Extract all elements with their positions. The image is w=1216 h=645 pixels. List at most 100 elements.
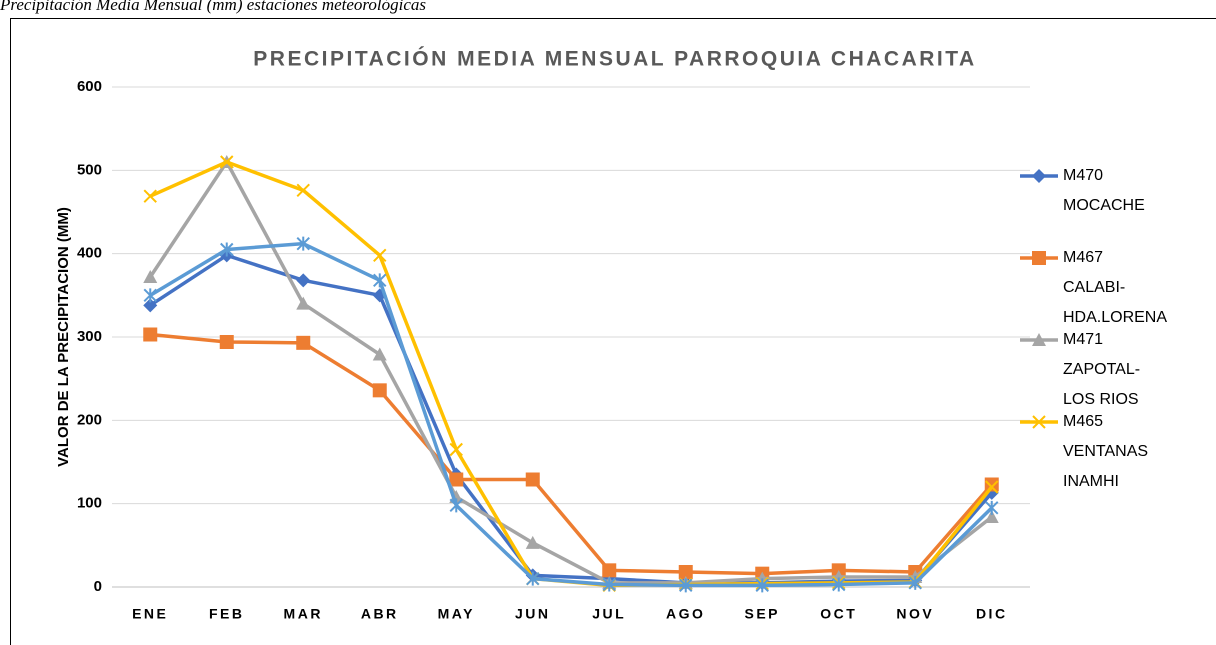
marker [984, 477, 999, 492]
x-tick-label: JUL [592, 606, 626, 622]
marker-shape [296, 273, 311, 288]
marker-shape [143, 189, 157, 203]
marker [1032, 333, 1046, 346]
legend-label: M471 ZAPOTAL-LOS RIOS [1063, 331, 1140, 408]
marker [1032, 251, 1046, 265]
marker [220, 242, 234, 257]
marker-shape [1032, 251, 1046, 265]
marker-shape [143, 270, 158, 283]
marker-shape [1032, 333, 1046, 346]
marker [984, 510, 999, 523]
marker [372, 347, 387, 361]
marker [220, 155, 234, 169]
x-tick-label: DIC [976, 606, 1008, 622]
x-tick-label: NOV [896, 606, 934, 622]
chart-title: PRECIPITACIÓN MEDIA MENSUAL PARROQUIA CH… [253, 47, 976, 71]
marker [678, 565, 693, 579]
marker-shape [143, 288, 157, 303]
marker [296, 335, 311, 350]
y-tick-label: 600 [77, 78, 102, 95]
marker [1032, 169, 1046, 183]
legend-label: M465 VENTANAS INAMHI [1063, 413, 1148, 490]
marker [373, 248, 387, 263]
marker [143, 298, 158, 313]
marker-shape [449, 472, 464, 487]
marker [296, 183, 310, 198]
marker [602, 563, 617, 578]
series-line [148, 160, 993, 585]
marker-shape [372, 383, 387, 398]
marker-shape [220, 155, 234, 169]
marker [832, 577, 846, 592]
marker-shape [296, 236, 310, 251]
marker-shape [602, 563, 617, 578]
caption: Precipitación Media Mensual (mm) estacio… [0, 0, 426, 14]
marker [296, 273, 311, 288]
marker [525, 535, 540, 549]
marker-shape [1032, 415, 1046, 429]
series-line [149, 253, 994, 585]
marker-shape [832, 577, 846, 592]
marker-shape [985, 480, 999, 494]
marker-shape [296, 183, 310, 198]
marker-shape [373, 273, 387, 288]
marker [143, 270, 158, 283]
x-tick-label: MAR [284, 606, 323, 622]
x-tick-label: OCT [820, 606, 857, 622]
legend-label: M467 CALABI-HDA.LORENA [1063, 249, 1167, 326]
marker-shape [449, 442, 463, 457]
x-tick-label: JUN [515, 606, 551, 622]
marker-shape [985, 500, 999, 515]
x-tick-label: ENE [132, 606, 168, 622]
marker [985, 500, 999, 515]
x-tick-label: AGO [666, 606, 705, 622]
y-axis-label: VALOR DE LA PRECIPITACION (MM) [55, 207, 72, 467]
marker [1032, 415, 1046, 429]
y-tick-label: 100 [77, 495, 102, 512]
marker-shape [220, 242, 234, 257]
marker-shape [296, 335, 311, 350]
marker-shape [755, 578, 769, 593]
marker-shape [1032, 169, 1046, 183]
x-tick-label: SEP [744, 606, 780, 622]
marker-shape [525, 472, 540, 487]
marker [219, 335, 234, 349]
marker-shape [526, 571, 540, 586]
y-tick-label: 0 [94, 578, 102, 595]
marker-shape [984, 510, 999, 523]
marker-shape [296, 296, 311, 310]
marker [296, 236, 310, 251]
marker-shape [984, 477, 999, 492]
marker-shape [525, 535, 540, 549]
marker-shape [678, 565, 693, 579]
marker-shape [679, 578, 693, 593]
y-tick-label: 400 [77, 245, 102, 262]
marker-shape [143, 298, 158, 313]
x-tick-label: FEB [209, 606, 245, 622]
marker-shape [602, 577, 616, 592]
marker [755, 578, 769, 593]
x-tick-label: MAY [438, 606, 475, 622]
series-line [150, 332, 994, 576]
series-line [149, 241, 993, 588]
marker [143, 327, 158, 342]
marker-shape [219, 335, 234, 349]
marker-shape [908, 575, 922, 590]
marker [449, 498, 463, 513]
marker [985, 480, 999, 494]
marker [449, 472, 464, 487]
marker [525, 472, 540, 487]
marker-shape [372, 347, 387, 361]
marker-shape [143, 327, 158, 342]
y-tick-label: 500 [77, 161, 102, 178]
series-line [149, 160, 994, 588]
marker [526, 571, 540, 586]
marker-shape [449, 498, 463, 513]
marker [908, 575, 922, 590]
marker [679, 578, 693, 593]
marker [372, 383, 387, 398]
y-tick-label: 300 [77, 328, 102, 345]
marker-shape [373, 248, 387, 263]
marker [143, 288, 157, 303]
